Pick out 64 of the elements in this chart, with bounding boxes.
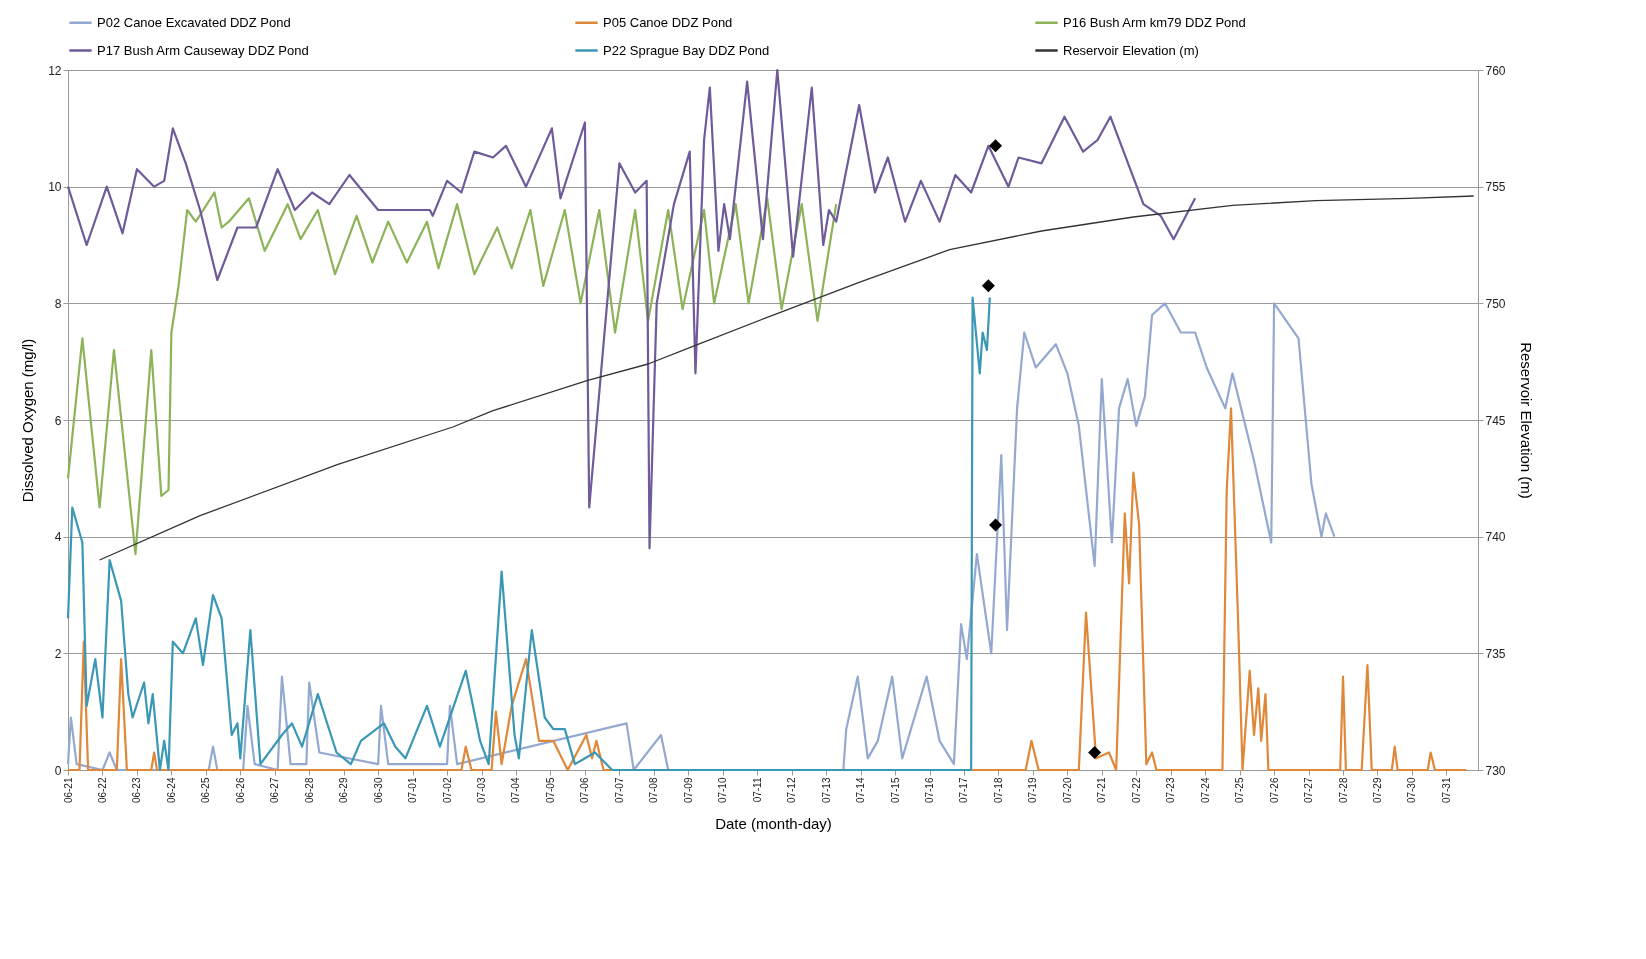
legend-label: P22 Sprague Bay DDZ Pond xyxy=(603,42,770,58)
x-tick-label: 07-22 xyxy=(1130,777,1142,804)
x-tick-label: 07-29 xyxy=(1371,777,1383,804)
x-tick-label: 07-03 xyxy=(476,777,488,804)
y2-tick-label: 755 xyxy=(1485,180,1506,195)
y-tick-label: 8 xyxy=(54,296,62,311)
x-tick-label: 06-27 xyxy=(269,777,281,804)
x-tick-label: 06-28 xyxy=(303,777,315,804)
legend-label: Reservoir Elevation (m) xyxy=(1063,42,1199,58)
x-tick-label: 07-31 xyxy=(1440,777,1452,804)
x-tick-label: 07-07 xyxy=(613,777,625,804)
x-tick-label: 07-18 xyxy=(992,777,1004,804)
x-tick-label: 07-16 xyxy=(924,777,936,804)
legend-label: P17 Bush Arm Causeway DDZ Pond xyxy=(97,42,309,58)
x-tick-label: 06-22 xyxy=(96,777,108,804)
x-tick-label: 07-09 xyxy=(682,777,694,804)
x-tick-label: 06-30 xyxy=(372,777,384,804)
y2-tick-label: 745 xyxy=(1485,413,1506,428)
x-tick-label: 07-02 xyxy=(441,777,453,804)
x-tick-label: 07-26 xyxy=(1268,777,1280,804)
x-tick-label: 07-25 xyxy=(1234,777,1246,804)
x-tick-label: 07-13 xyxy=(820,777,832,804)
y2-tick-label: 760 xyxy=(1485,63,1506,78)
x-tick-label: 07-11 xyxy=(751,777,763,803)
x-tick-label: 07-17 xyxy=(958,777,970,804)
x-tick-label: 07-20 xyxy=(1061,777,1073,804)
x-tick-label: 07-19 xyxy=(1027,777,1039,804)
x-tick-label: 07-28 xyxy=(1337,777,1349,804)
y-tick-label: 2 xyxy=(54,646,62,661)
x-tick-label: 07-30 xyxy=(1406,777,1418,804)
legend-label: P02 Canoe Excavated DDZ Pond xyxy=(97,14,291,30)
y-tick-label: 6 xyxy=(54,413,62,428)
x-tick-label: 07-01 xyxy=(407,777,419,804)
x-tick-label: 07-14 xyxy=(855,777,867,804)
y-tick-label: 12 xyxy=(48,63,62,78)
x-tick-label: 07-23 xyxy=(1165,777,1177,804)
y-tick-label: 4 xyxy=(54,530,62,545)
x-tick-label: 07-12 xyxy=(786,777,798,804)
x-tick-label: 07-24 xyxy=(1199,777,1211,804)
x-tick-label: 07-27 xyxy=(1303,777,1315,804)
x-tick-label: 07-04 xyxy=(510,777,522,804)
x-tick-label: 06-21 xyxy=(62,777,74,804)
x-tick-label: 06-26 xyxy=(234,777,246,804)
legend-label: P16 Bush Arm km79 DDZ Pond xyxy=(1063,14,1246,30)
x-tick-label: 06-24 xyxy=(165,777,177,804)
x-tick-label: 07-05 xyxy=(544,777,556,804)
x-tick-label: 07-10 xyxy=(717,777,729,804)
x-tick-label: 06-25 xyxy=(200,777,212,804)
y2-axis-title: Reservoir Elevation (m) xyxy=(1517,342,1535,499)
legend-label: P05 Canoe DDZ Pond xyxy=(603,14,733,30)
y2-tick-label: 730 xyxy=(1485,763,1506,778)
y-axis-title: Dissolved Oxygen (mg/l) xyxy=(19,338,37,503)
y-tick-label: 0 xyxy=(54,763,62,778)
y2-tick-label: 750 xyxy=(1485,296,1506,311)
x-axis-title: Date (month-day) xyxy=(715,815,832,833)
x-tick-label: 06-29 xyxy=(338,777,350,804)
x-tick-label: 06-23 xyxy=(131,777,143,804)
x-tick-label: 07-06 xyxy=(579,777,591,804)
y2-tick-label: 735 xyxy=(1485,646,1506,661)
x-tick-label: 07-08 xyxy=(648,777,660,804)
y-tick-label: 10 xyxy=(48,180,62,195)
y2-tick-label: 740 xyxy=(1485,530,1506,545)
x-tick-label: 07-15 xyxy=(889,777,901,804)
x-tick-label: 07-21 xyxy=(1096,777,1108,804)
